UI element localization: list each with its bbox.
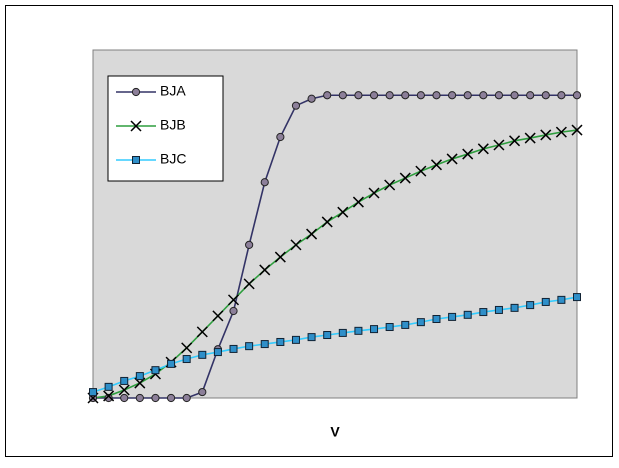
marker <box>526 91 535 100</box>
marker <box>572 91 582 100</box>
marker <box>510 303 519 312</box>
marker <box>181 342 193 354</box>
marker <box>432 91 441 100</box>
marker <box>337 206 349 218</box>
marker <box>135 393 144 403</box>
marker <box>526 301 535 310</box>
marker <box>540 129 552 141</box>
marker <box>571 124 583 136</box>
marker <box>227 294 240 306</box>
marker <box>385 91 394 100</box>
marker <box>354 326 363 335</box>
marker <box>213 348 222 357</box>
marker <box>415 165 427 177</box>
legend-label: BJA <box>160 83 186 99</box>
marker <box>432 315 441 324</box>
marker <box>573 293 581 302</box>
legend-box <box>107 75 224 182</box>
marker <box>448 312 457 321</box>
marker <box>243 278 255 290</box>
marker <box>401 320 410 329</box>
marker <box>274 251 286 263</box>
marker <box>104 393 113 403</box>
legend-label: BJC <box>160 151 186 167</box>
marker <box>245 240 254 249</box>
marker <box>89 388 97 397</box>
marker <box>323 331 332 340</box>
marker <box>135 372 144 381</box>
marker <box>306 228 318 240</box>
marker <box>399 172 411 184</box>
marker <box>276 337 285 346</box>
marker <box>446 153 458 165</box>
marker <box>384 179 396 191</box>
marker <box>229 306 238 316</box>
marker <box>416 91 425 100</box>
marker <box>196 326 208 338</box>
marker <box>385 323 394 332</box>
marker <box>198 350 207 359</box>
marker <box>291 101 301 110</box>
marker <box>510 91 519 100</box>
marker <box>352 196 364 208</box>
marker <box>307 94 316 103</box>
marker <box>493 139 505 151</box>
legend-marker <box>132 156 140 164</box>
marker <box>463 91 472 100</box>
marker <box>370 325 379 334</box>
marker <box>462 148 474 160</box>
marker <box>338 91 347 100</box>
marker <box>368 187 380 199</box>
marker <box>354 91 363 100</box>
marker <box>260 178 269 187</box>
marker <box>307 333 316 342</box>
marker <box>401 91 410 100</box>
marker <box>555 126 567 138</box>
marker <box>338 328 347 337</box>
marker <box>290 239 302 251</box>
marker <box>120 376 129 385</box>
marker <box>541 91 550 100</box>
marker <box>198 387 207 397</box>
marker <box>103 390 115 402</box>
marker <box>557 91 566 100</box>
legend-label: BJB <box>160 117 186 133</box>
marker <box>166 393 176 403</box>
marker <box>557 295 566 304</box>
marker <box>151 366 160 375</box>
marker <box>463 310 472 319</box>
marker <box>494 91 504 100</box>
marker <box>447 91 457 100</box>
marker <box>259 264 271 276</box>
marker <box>182 355 191 364</box>
marker <box>120 393 129 403</box>
marker <box>260 340 269 349</box>
marker <box>416 318 425 327</box>
marker <box>369 91 379 100</box>
marker <box>276 132 285 142</box>
marker <box>321 216 333 228</box>
legend-marker <box>131 87 141 97</box>
marker <box>229 344 238 353</box>
marker <box>167 359 176 368</box>
marker <box>524 132 536 144</box>
marker <box>245 342 254 351</box>
marker <box>151 393 160 403</box>
marker <box>430 159 443 171</box>
x-axis-label: V <box>330 424 340 440</box>
marker <box>212 310 224 322</box>
marker <box>291 335 300 344</box>
marker <box>182 393 191 403</box>
marker <box>479 308 488 317</box>
marker <box>541 297 550 306</box>
marker <box>104 382 113 391</box>
legend-marker <box>130 120 142 132</box>
marker <box>118 384 130 396</box>
marker <box>494 305 503 314</box>
marker <box>509 135 521 147</box>
marker <box>477 143 489 155</box>
marker <box>323 91 332 100</box>
marker <box>479 91 488 100</box>
